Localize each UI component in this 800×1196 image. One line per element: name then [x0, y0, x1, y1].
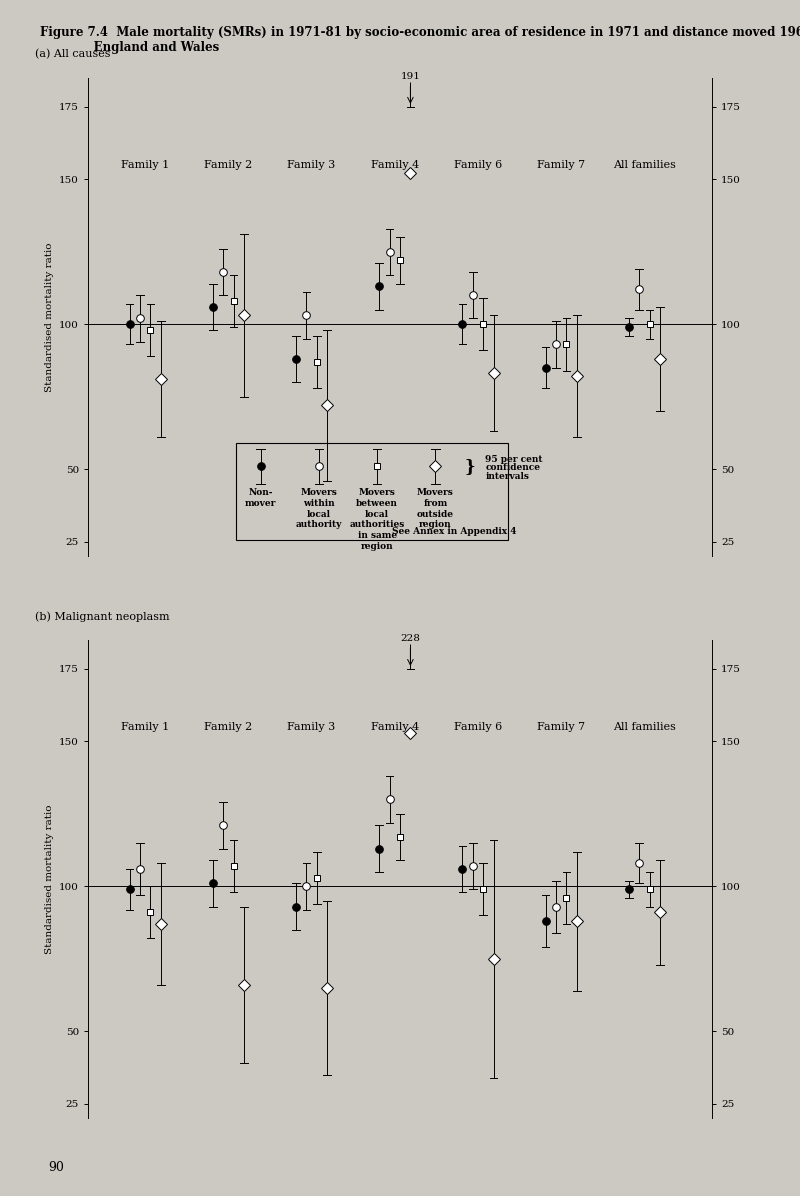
Text: Movers
within
local
authority: Movers within local authority — [296, 488, 342, 530]
Text: }: } — [465, 458, 475, 475]
Text: Family 3: Family 3 — [287, 722, 336, 732]
Y-axis label: Standardised mortality ratio: Standardised mortality ratio — [45, 242, 54, 392]
Text: 90: 90 — [48, 1161, 64, 1174]
Text: Family 6: Family 6 — [454, 160, 502, 170]
Text: Family 4: Family 4 — [370, 160, 419, 170]
Text: Family 7: Family 7 — [537, 722, 586, 732]
Text: All families: All families — [613, 160, 676, 170]
Text: intervals: intervals — [486, 472, 529, 481]
Text: See Annex in Appendix 4: See Annex in Appendix 4 — [392, 527, 516, 536]
Text: (a) All causes: (a) All causes — [35, 49, 110, 60]
Text: Non-
mover: Non- mover — [245, 488, 276, 508]
Text: confidence: confidence — [486, 463, 540, 472]
Text: 95 per cent: 95 per cent — [486, 454, 542, 464]
Text: Movers
from
outside
region: Movers from outside region — [417, 488, 454, 530]
Text: Family 3: Family 3 — [287, 160, 336, 170]
Text: Family 1: Family 1 — [121, 160, 170, 170]
Text: (b) Malignant neoplasm: (b) Malignant neoplasm — [35, 611, 170, 622]
Text: Family 7: Family 7 — [537, 160, 586, 170]
Text: Figure 7.4  Male mortality (SMRs) in 1971-81 by socio-economic area of residence: Figure 7.4 Male mortality (SMRs) in 1971… — [40, 26, 800, 39]
Text: England and Wales: England and Wales — [40, 41, 219, 54]
Text: Family 6: Family 6 — [454, 722, 502, 732]
Text: Family 1: Family 1 — [121, 722, 170, 732]
Text: Family 2: Family 2 — [204, 160, 253, 170]
Text: 228: 228 — [401, 634, 420, 642]
Text: All families: All families — [613, 722, 676, 732]
Text: Family 2: Family 2 — [204, 722, 253, 732]
Text: Family 4: Family 4 — [370, 722, 419, 732]
Text: 191: 191 — [401, 72, 420, 80]
Text: Movers
between
local
authorities
in same
region: Movers between local authorities in same… — [350, 488, 405, 550]
Y-axis label: Standardised mortality ratio: Standardised mortality ratio — [45, 804, 54, 954]
